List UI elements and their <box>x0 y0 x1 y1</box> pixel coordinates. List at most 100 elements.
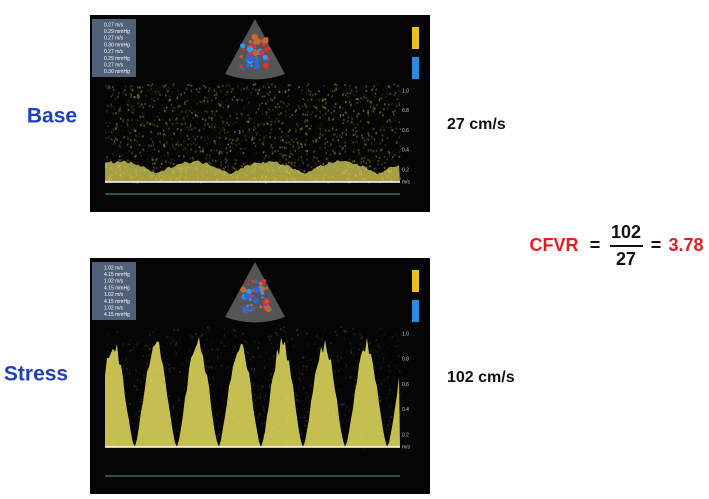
doppler-speckle <box>226 118 228 121</box>
doppler-speckle <box>287 156 290 159</box>
doppler-speckle <box>285 158 288 161</box>
doppler-speckle <box>238 98 241 101</box>
doppler-speckle <box>371 157 374 160</box>
doppler-speckle <box>280 150 282 152</box>
doppler-speckle <box>363 146 365 149</box>
doppler-speckle <box>267 403 269 406</box>
doppler-speckle <box>378 99 381 102</box>
doppler-speckle <box>152 331 154 334</box>
doppler-speckle <box>168 371 171 374</box>
doppler-speckle <box>266 83 269 86</box>
doppler-speckle <box>339 326 342 329</box>
doppler-speckle <box>296 329 298 332</box>
doppler-speckle <box>295 125 297 127</box>
doppler-speckle <box>279 340 281 343</box>
doppler-speckle <box>163 143 166 146</box>
doppler-speckle <box>281 100 284 103</box>
doppler-speckle <box>248 120 250 123</box>
doppler-speckle <box>220 89 223 92</box>
doppler-speckle <box>331 95 333 98</box>
doppler-speckle <box>367 158 370 161</box>
doppler-speckle <box>382 88 384 91</box>
doppler-speckle <box>172 157 175 160</box>
doppler-speckle <box>367 110 369 113</box>
doppler-speckle <box>312 361 314 364</box>
doppler-speckle <box>290 332 292 335</box>
doppler-speckle <box>183 92 186 95</box>
doppler-speckle <box>248 101 250 104</box>
doppler-speckle <box>319 147 321 150</box>
doppler-speckle <box>376 350 378 353</box>
doppler-speckle <box>240 88 242 91</box>
doppler-speckle <box>120 141 122 144</box>
doppler-speckle <box>309 127 311 130</box>
doppler-speckle <box>270 123 272 126</box>
doppler-speckle <box>199 137 202 140</box>
doppler-speckle <box>304 411 307 414</box>
doppler-speckle <box>196 135 199 138</box>
doppler-speckle <box>170 103 173 106</box>
doppler-speckle <box>292 140 295 143</box>
doppler-speckle <box>154 103 156 106</box>
doppler-speckle <box>178 103 180 106</box>
doppler-speckle <box>257 396 259 399</box>
doppler-speckle <box>377 111 379 114</box>
doppler-speckle <box>268 117 271 120</box>
doppler-speckle <box>227 104 230 107</box>
doppler-speckle <box>290 163 293 166</box>
doppler-speckle <box>146 367 149 370</box>
doppler-speckle <box>306 125 309 128</box>
doppler-speckle <box>130 139 132 142</box>
doppler-speckle <box>224 327 226 330</box>
doppler-speckle <box>383 128 385 131</box>
doppler-speckle <box>120 153 122 155</box>
doppler-speckle <box>367 147 369 149</box>
doppler-speckle <box>343 118 345 121</box>
doppler-speckle <box>261 422 263 425</box>
doppler-speckle <box>313 156 316 159</box>
doppler-speckle <box>367 132 369 135</box>
doppler-speckle <box>168 99 170 102</box>
doppler-speckle <box>232 142 234 145</box>
doppler-speckle <box>217 102 220 105</box>
doppler-speckle <box>238 129 241 132</box>
doppler-speckle <box>181 362 183 365</box>
doppler-speckle <box>136 94 139 97</box>
doppler-speckle <box>392 335 394 338</box>
doppler-speckle <box>379 336 381 338</box>
doppler-speckle <box>269 376 271 378</box>
doppler-speckle <box>319 136 321 139</box>
doppler-speckle <box>339 114 342 117</box>
doppler-speckle <box>283 326 285 329</box>
doppler-speckle <box>311 381 314 384</box>
doppler-speckle <box>352 117 355 120</box>
doppler-speckle <box>204 370 206 373</box>
doppler-speckle <box>332 118 334 121</box>
doppler-speckle <box>303 416 306 419</box>
doppler-speckle <box>322 114 324 117</box>
doppler-speckle <box>166 141 168 144</box>
doppler-speckle <box>167 89 169 92</box>
doppler-speckle <box>356 115 358 118</box>
doppler-speckle <box>178 399 181 402</box>
doppler-speckle <box>270 341 273 344</box>
doppler-speckle <box>200 349 203 352</box>
doppler-speckle <box>244 140 246 143</box>
doppler-speckle <box>334 103 337 106</box>
doppler-speckle <box>261 142 264 145</box>
doppler-speckle <box>388 420 390 423</box>
doppler-speckle <box>348 181 350 184</box>
doppler-speckle <box>359 158 362 161</box>
doppler-speckle <box>317 110 319 112</box>
doppler-speckle <box>297 145 300 148</box>
doppler-speckle <box>296 141 299 144</box>
doppler-speckle <box>225 85 227 88</box>
doppler-speckle <box>368 134 370 137</box>
doppler-speckle <box>256 134 258 136</box>
doppler-speckle <box>337 370 340 373</box>
doppler-speckle <box>270 97 272 100</box>
doppler-speckle <box>128 343 130 346</box>
doppler-speckle <box>343 90 345 93</box>
doppler-speckle <box>284 90 287 93</box>
doppler-speckle <box>168 86 171 89</box>
